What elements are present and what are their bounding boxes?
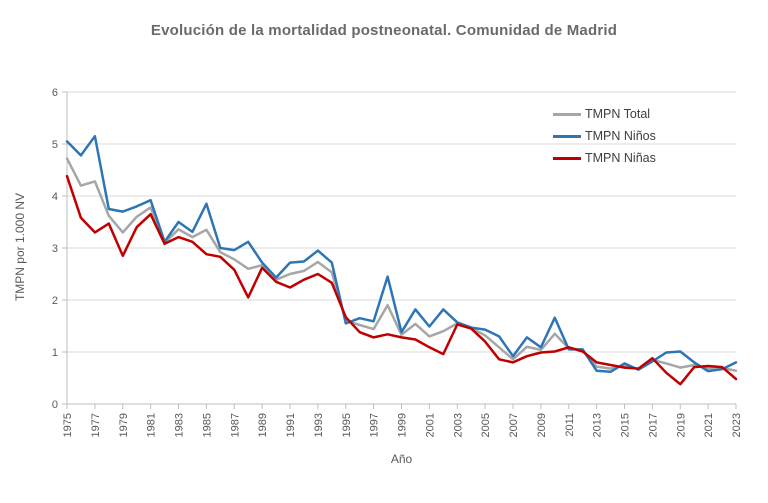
- x-tick-label: 1975: [62, 413, 74, 437]
- x-tick-label: 1979: [118, 413, 130, 437]
- legend-label-ninas: TMPN Niñas: [585, 151, 656, 165]
- legend-swatch-ninos-line: [553, 134, 581, 138]
- x-tick-label: 1985: [201, 413, 213, 437]
- x-tick-label: 1983: [174, 413, 186, 437]
- x-tick-label: 2023: [731, 413, 743, 437]
- x-tick-label: 1993: [313, 413, 325, 437]
- x-tick-label: 1981: [146, 413, 158, 437]
- x-tick-label: 2003: [452, 413, 464, 437]
- x-tick-label: 2019: [675, 413, 687, 437]
- series-line-tmpn-niños: [65, 134, 738, 374]
- x-axis-title: Año: [390, 452, 413, 466]
- y-tick-label: 1: [52, 347, 58, 359]
- x-tick-label: 2001: [424, 413, 436, 437]
- x-tick-label: 1997: [369, 413, 381, 437]
- x-tick-label: 1987: [229, 413, 241, 437]
- legend: TMPN Total TMPN Niños TMPN Niñas: [553, 103, 656, 169]
- x-tick-label: 1977: [90, 413, 102, 437]
- x-tick-label: 1989: [257, 413, 269, 437]
- x-tick-label: 1991: [285, 413, 297, 437]
- x-tick-label: 2009: [536, 413, 548, 437]
- x-tick-label: 2015: [620, 413, 632, 437]
- x-tick-label: 2013: [592, 413, 604, 437]
- legend-item-tmpn-total: TMPN Total: [553, 103, 656, 125]
- legend-item-tmpn-ninas: TMPN Niñas: [553, 147, 656, 169]
- x-tick-label: 2011: [564, 413, 576, 437]
- y-tick-label: 4: [52, 191, 58, 203]
- legend-label-total: TMPN Total: [585, 107, 651, 121]
- y-tick-label: 6: [52, 87, 58, 99]
- x-tick-label: 2005: [480, 413, 492, 437]
- series-line-tmpn-niñas: [65, 174, 738, 386]
- x-tick-label: 2021: [703, 413, 715, 437]
- legend-swatch-total-line: [553, 112, 581, 116]
- x-tick-label: 2017: [647, 413, 659, 437]
- series-line-tmpn-total: [65, 157, 738, 372]
- y-tick-label: 0: [52, 399, 58, 411]
- legend-item-tmpn-ninos: TMPN Niños: [553, 125, 656, 147]
- y-tick-label: 2: [52, 295, 58, 307]
- x-tick-label: 1999: [397, 413, 409, 437]
- x-tick-label: 2007: [508, 413, 520, 437]
- y-tick-label: 5: [52, 139, 58, 151]
- x-tick-label: 1995: [341, 413, 353, 437]
- legend-swatch-ninas-line: [553, 156, 581, 160]
- chart-title: Evolución de la mortalidad postneonatal.…: [150, 22, 618, 39]
- y-tick-label: 3: [52, 243, 58, 255]
- y-axis-title: TMPN por 1.000 NV: [13, 192, 27, 302]
- legend-label-ninos: TMPN Niños: [585, 129, 656, 143]
